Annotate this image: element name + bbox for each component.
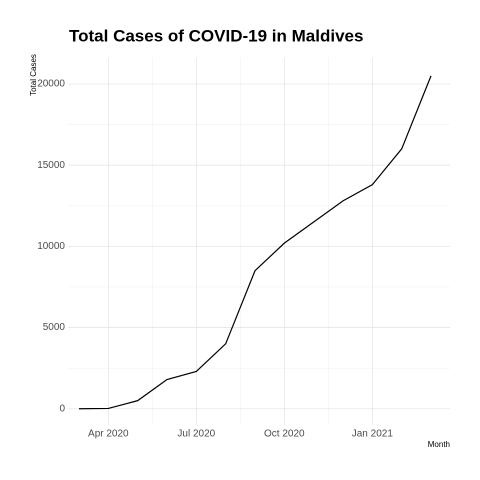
y-tick-label: 20000 — [37, 79, 65, 90]
chart-title: Total Cases of COVID-19 in Maldives — [69, 26, 363, 45]
y-tick-label: 0 — [59, 403, 65, 414]
x-tick-label: Jul 2020 — [177, 429, 215, 440]
x-tick-label: Apr 2020 — [88, 429, 129, 440]
y-axis-title: Total Cases — [29, 54, 38, 96]
y-tick-label: 10000 — [37, 241, 65, 252]
y-tick-label: 5000 — [43, 322, 66, 333]
x-tick-label: Jan 2021 — [352, 429, 394, 440]
y-tick-label: 15000 — [37, 160, 65, 171]
x-axis-title: Month — [428, 440, 450, 449]
line — [78, 75, 432, 410]
x-tick-label: Oct 2020 — [264, 429, 305, 440]
